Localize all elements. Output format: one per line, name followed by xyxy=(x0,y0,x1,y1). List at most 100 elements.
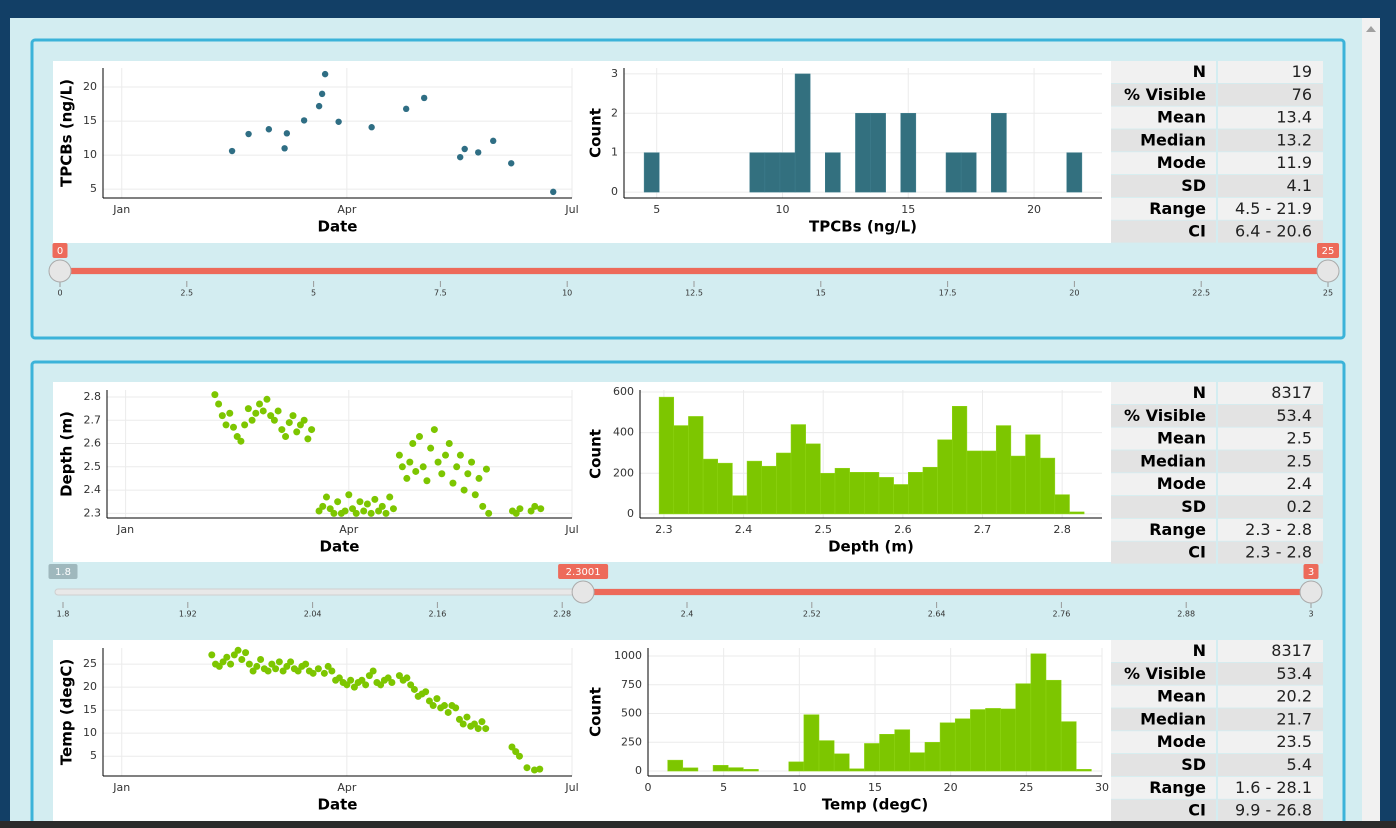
scroll-up[interactable] xyxy=(1366,26,1376,32)
stat-value-cell xyxy=(1218,776,1323,799)
bar xyxy=(1025,434,1041,515)
slider-tick-label: 2.28 xyxy=(553,610,571,619)
point xyxy=(229,423,237,431)
y-tick-label: 5 xyxy=(90,749,97,762)
point xyxy=(398,463,406,471)
point xyxy=(461,145,468,153)
point xyxy=(516,505,524,513)
x-tick-label: 10 xyxy=(775,203,789,216)
stat-label-cell xyxy=(1111,776,1216,799)
point xyxy=(248,416,256,424)
slider-handle[interactable] xyxy=(1316,259,1340,283)
point xyxy=(395,451,403,459)
stat-label: Mean xyxy=(1157,108,1206,127)
bar xyxy=(893,484,909,515)
bar xyxy=(776,452,792,515)
x-axis-label: Date xyxy=(320,538,360,556)
y-tick-label: 2.3 xyxy=(84,506,102,519)
point xyxy=(211,391,219,399)
stat-value-cell xyxy=(1218,708,1323,731)
x-tick-label: 25 xyxy=(1019,781,1033,794)
stat-label: N xyxy=(1193,383,1206,402)
point xyxy=(474,725,482,733)
point xyxy=(452,704,460,712)
point xyxy=(322,493,330,501)
bar xyxy=(864,472,880,515)
point xyxy=(508,160,515,167)
x-tick-label: Jan xyxy=(112,203,130,216)
y-tick-label: 20 xyxy=(83,80,97,93)
y-tick-label: 200 xyxy=(613,466,634,479)
x-axis-label: Temp (degC) xyxy=(822,796,928,814)
bar xyxy=(702,458,718,515)
slider-handle[interactable] xyxy=(1299,580,1323,604)
slider-handle[interactable] xyxy=(571,580,595,604)
stat-value: 13.4 xyxy=(1276,108,1312,127)
point xyxy=(300,416,308,424)
y-tick-label: 0 xyxy=(627,507,634,520)
slider-tick-label: 25 xyxy=(1323,289,1333,298)
point xyxy=(449,479,457,487)
bar xyxy=(878,477,894,515)
stat-value: 8317 xyxy=(1271,383,1312,402)
bar xyxy=(761,465,777,515)
point xyxy=(283,130,291,137)
stat-value-cell xyxy=(1218,496,1323,518)
stat-label-cell xyxy=(1111,427,1216,450)
point xyxy=(265,126,273,133)
bar xyxy=(803,714,820,772)
y-tick-label: 750 xyxy=(621,678,642,691)
stat-label-cell xyxy=(1111,799,1216,822)
point xyxy=(410,685,418,693)
slider-range xyxy=(60,268,1328,274)
point xyxy=(252,409,260,417)
slider-tick-label: 1.92 xyxy=(179,610,197,619)
bar xyxy=(900,113,917,193)
x-tick-label: 15 xyxy=(868,781,882,794)
point xyxy=(282,433,290,441)
slider-bubble-label: 0 xyxy=(57,246,63,257)
bar xyxy=(712,765,729,772)
point xyxy=(234,646,242,654)
point xyxy=(347,676,355,684)
stat-value: 53.4 xyxy=(1276,406,1312,425)
y-tick-label: 15 xyxy=(83,114,97,127)
stat-value-cell xyxy=(1218,220,1323,243)
point xyxy=(464,470,472,478)
point xyxy=(362,681,370,689)
slider-handle[interactable] xyxy=(48,259,72,283)
point xyxy=(463,713,471,721)
stat-value: 53.4 xyxy=(1276,664,1312,683)
bar xyxy=(717,462,733,515)
point xyxy=(281,145,288,152)
bar xyxy=(673,425,689,515)
stat-label-cell xyxy=(1111,129,1216,152)
point xyxy=(367,509,375,517)
slider-tick-label: 15 xyxy=(816,289,826,298)
point xyxy=(222,421,230,429)
slider-bubble xyxy=(1317,243,1339,258)
stat-label-cell xyxy=(1111,541,1216,564)
stat-label: % Visible xyxy=(1124,85,1206,104)
stat-label: Median xyxy=(1140,451,1206,470)
y-tick-label: 500 xyxy=(621,707,642,720)
point xyxy=(419,463,427,471)
point xyxy=(490,137,497,145)
bar xyxy=(794,73,811,193)
point xyxy=(415,433,423,441)
slider-tick-label: 17.5 xyxy=(939,289,957,298)
stat-label: N xyxy=(1193,62,1206,81)
point xyxy=(442,451,450,459)
bar xyxy=(1069,511,1085,515)
stat-value: 6.4 - 20.6 xyxy=(1235,222,1312,241)
point xyxy=(456,153,464,161)
scrollbar[interactable] xyxy=(1362,18,1380,828)
stat-label: Range xyxy=(1149,199,1206,218)
y-axis-label: Depth (m) xyxy=(58,411,76,497)
stat-value-cell xyxy=(1218,754,1323,776)
bar xyxy=(909,752,926,772)
stat-value-cell xyxy=(1218,175,1323,197)
bar xyxy=(643,152,660,193)
point xyxy=(300,117,308,124)
slider-tick-label: 5 xyxy=(311,289,316,298)
